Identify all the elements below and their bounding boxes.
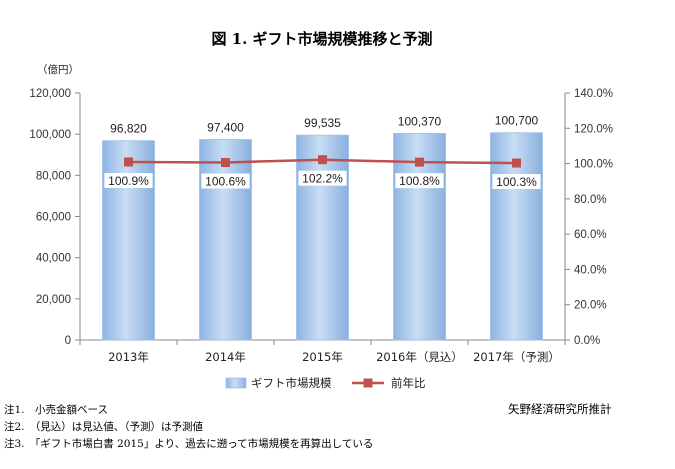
market-size-bar-2: [296, 134, 349, 341]
y-tick-label-right-0: 0.0%: [574, 335, 600, 347]
y-tick-label-left-4: 80,000: [36, 170, 71, 182]
x-tick-label-2: 2015年: [302, 350, 343, 364]
yoy-marker-2: [318, 155, 327, 165]
y-axis-unit-label: （億円）: [37, 63, 79, 76]
market-size-label-4: 100,700: [495, 114, 539, 128]
yoy-label-bg-3: [395, 173, 444, 189]
yoy-marker-4: [512, 158, 521, 168]
x-tick-label-0: 2013年: [108, 350, 149, 364]
market-size-bar-3: [393, 133, 446, 341]
y-tick-label-right-5: 100.0%: [574, 159, 613, 171]
legend-line-marker: [363, 378, 373, 388]
y-tick-label-right-2: 40.0%: [574, 264, 607, 276]
yoy-label-bg-0: [104, 172, 153, 188]
market-size-label-bg-2: [298, 115, 347, 131]
market-size-label-2: 99,535: [304, 116, 341, 130]
legend-bar-label: ギフト市場規模: [251, 376, 332, 390]
market-size-label-1: 97,400: [207, 121, 244, 135]
market-size-label-bg-1: [201, 119, 250, 135]
footnote-2: 注2. （見込）は見込値、（予測）は予測値: [4, 420, 204, 433]
legend-bar-swatch: [225, 377, 247, 389]
x-tick-label-4: 2017年（予測）: [473, 350, 560, 364]
yoy-label-1: 100.6%: [205, 175, 246, 189]
yoy-label-4: 100.3%: [496, 175, 537, 189]
y-tick-label-left-0: 0: [65, 335, 71, 347]
source-credit: 矢野経済研究所推計: [508, 402, 612, 416]
y-tick-label-left-3: 60,000: [36, 212, 71, 224]
footnotes: 注1. 小売金額ベース 注2. （見込）は見込値、（予測）は予測値 注3. 「ギ…: [4, 403, 373, 450]
market-size-label-3: 100,370: [398, 114, 442, 128]
market-size-bar-0: [102, 140, 155, 341]
legend-line-label: 前年比: [391, 376, 426, 390]
yoy-marker-3: [415, 157, 424, 167]
yoy-label-0: 100.9%: [108, 174, 149, 188]
yoy-label-2: 102.2%: [302, 172, 343, 186]
yoy-marker-0: [124, 157, 133, 167]
plot-area: 0 20,000 40,000 60,000 80,000 100,000 120,000 0…: [29, 88, 613, 364]
market-size-label-bg-0: [104, 120, 153, 136]
yoy-label-bg-1: [201, 173, 250, 189]
market-size-bar-1: [199, 139, 252, 341]
chart-title: 図 1. ギフト市場規模推移と予測: [211, 30, 432, 48]
market-size-label-bg-3: [392, 113, 447, 129]
yoy-label-bg-4: [492, 174, 541, 190]
y-tick-label-left-5: 100,000: [29, 129, 71, 141]
yoy-label-3: 100.8%: [399, 174, 440, 188]
market-size-label-0: 96,820: [110, 122, 147, 136]
y-tick-label-right-1: 20.0%: [574, 300, 607, 312]
market-size-label-bg-4: [489, 112, 544, 128]
footnote-3: 注3. 「ギフト市場白書 2015」より、過去に遡って市場規模を再算出している: [4, 437, 373, 450]
y-tick-label-left-1: 20,000: [36, 294, 71, 306]
y-tick-label-right-3: 60.0%: [574, 229, 607, 241]
y-tick-label-right-6: 120.0%: [574, 123, 613, 135]
x-tick-label-1: 2014年: [205, 350, 246, 364]
legend: ギフト市場規模 前年比: [225, 376, 426, 390]
y-tick-label-left-6: 120,000: [29, 88, 71, 100]
y-tick-label-right-4: 80.0%: [574, 194, 607, 206]
y-tick-label-left-2: 40,000: [36, 253, 71, 265]
footnote-1: 注1. 小売金額ベース: [4, 403, 108, 416]
yoy-label-bg-2: [298, 170, 347, 186]
yoy-marker-1: [221, 158, 230, 168]
x-tick-label-3: 2016年（見込）: [376, 350, 463, 364]
y-tick-label-right-7: 140.0%: [574, 88, 613, 100]
